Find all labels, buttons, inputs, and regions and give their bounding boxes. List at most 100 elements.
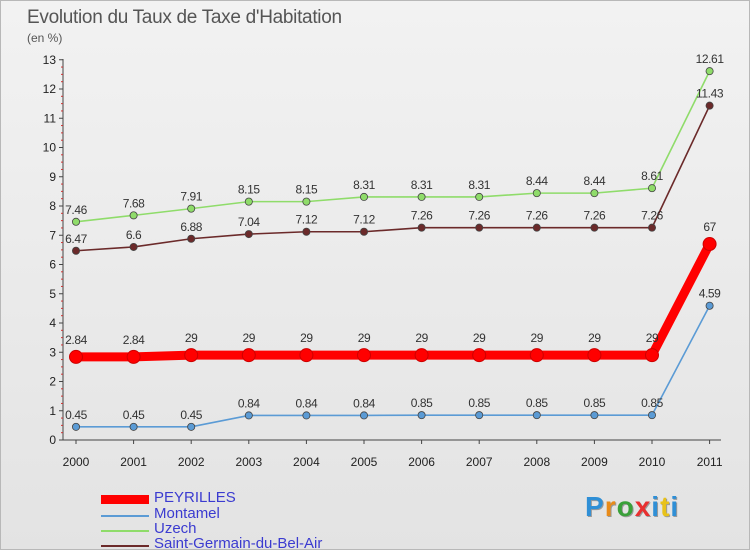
y-tick-label: 2 <box>49 375 56 389</box>
data-point <box>702 237 717 252</box>
y-tick-label: 10 <box>43 141 57 155</box>
data-label: 67 <box>703 220 716 234</box>
data-point <box>359 411 368 420</box>
legend-label: Saint-Germain-du-Bel-Air <box>154 535 323 552</box>
y-tick-label: 9 <box>49 170 56 184</box>
data-point <box>414 348 429 363</box>
data-label: 6.88 <box>180 220 202 234</box>
data-label: 7.46 <box>65 203 87 217</box>
data-point <box>475 192 484 201</box>
data-point <box>302 227 311 236</box>
data-label: 8.15 <box>296 183 318 197</box>
data-point <box>69 349 83 364</box>
x-tick-label: 2009 <box>581 455 608 469</box>
data-label: 0.45 <box>65 408 87 422</box>
data-point <box>590 223 599 232</box>
data-point <box>648 411 657 420</box>
data-label: 8.61 <box>641 169 663 183</box>
data-label: 0.84 <box>296 396 318 410</box>
data-point <box>705 67 714 76</box>
legend-item: Montamel <box>101 505 421 523</box>
data-point <box>241 348 256 363</box>
data-label: 8.44 <box>526 174 548 188</box>
legend-swatch <box>101 495 149 504</box>
data-point <box>72 217 81 226</box>
data-point <box>244 197 253 206</box>
data-label: 0.85 <box>526 396 548 410</box>
data-point <box>244 230 253 239</box>
data-point <box>532 411 541 420</box>
data-label: 8.31 <box>353 178 375 192</box>
data-label: 7.12 <box>353 213 375 227</box>
x-tick-label: 2010 <box>639 455 666 469</box>
data-point <box>126 349 141 364</box>
data-point <box>417 411 426 420</box>
x-tick-label: 2002 <box>178 455 205 469</box>
data-label: 29 <box>300 331 313 345</box>
x-tick-label: 2003 <box>235 455 262 469</box>
data-point <box>187 204 196 213</box>
data-label: 7.91 <box>180 190 202 204</box>
data-point <box>72 422 81 431</box>
data-label: 6.47 <box>65 232 87 246</box>
x-tick-label: 2011 <box>697 455 723 469</box>
y-tick-label: 0 <box>49 433 56 447</box>
data-point <box>532 223 541 232</box>
data-point <box>590 189 599 198</box>
data-label: 0.85 <box>468 396 490 410</box>
data-point <box>475 411 484 420</box>
x-tick-label: 2005 <box>351 455 378 469</box>
data-label: 7.26 <box>584 209 606 223</box>
data-point <box>299 348 314 363</box>
data-point <box>359 192 368 201</box>
chart-subtitle: (en %) <box>27 31 63 45</box>
x-tick-label: 2006 <box>408 455 435 469</box>
data-point <box>184 348 199 363</box>
data-label: 29 <box>531 331 544 345</box>
legend-item: Saint-Germain-du-Bel-Air <box>101 535 421 553</box>
data-label: 0.84 <box>353 396 375 410</box>
data-label: 11.43 <box>696 87 724 101</box>
data-label: 7.26 <box>641 209 663 223</box>
data-label: 12.61 <box>696 52 725 66</box>
legend-label: Uzech <box>154 520 197 537</box>
data-label: 7.04 <box>238 215 260 229</box>
data-point <box>129 422 138 431</box>
data-label: 8.31 <box>468 178 490 192</box>
data-label: 2.84 <box>123 333 145 347</box>
legend-label: PEYRILLES <box>154 489 236 506</box>
data-label: 0.85 <box>584 396 606 410</box>
data-point <box>648 223 657 232</box>
data-point <box>532 189 541 198</box>
x-tick-label: 2004 <box>293 455 320 469</box>
data-point <box>705 101 714 110</box>
y-tick-label: 5 <box>49 287 56 301</box>
series-line-uzech <box>75 70 711 223</box>
legend-swatch <box>101 545 149 547</box>
legend-label: Montamel <box>154 505 220 522</box>
series-line-montamel <box>75 304 711 428</box>
x-tick-label: 2007 <box>466 455 493 469</box>
data-label: 29 <box>588 331 601 345</box>
data-point <box>357 348 371 363</box>
data-label: 29 <box>243 331 256 345</box>
data-label: 0.84 <box>238 396 260 410</box>
chart-title: Evolution du Taux de Taxe d'Habitation <box>27 7 342 28</box>
x-tick-label: 2000 <box>63 455 90 469</box>
data-point <box>417 223 426 232</box>
data-point <box>590 411 599 420</box>
data-label: 7.26 <box>468 209 490 223</box>
data-label: 29 <box>358 331 371 345</box>
data-point <box>645 348 659 363</box>
series-line-saint-germain-du-bel-air <box>75 104 711 252</box>
legend-swatch <box>101 530 149 532</box>
y-tick-label: 6 <box>49 258 56 272</box>
data-point <box>129 211 138 220</box>
data-label: 6.6 <box>126 228 142 242</box>
proxiti-logo: Proxiti <box>585 491 680 522</box>
data-label: 7.26 <box>411 209 433 223</box>
data-point <box>129 242 138 251</box>
data-point <box>302 197 311 206</box>
